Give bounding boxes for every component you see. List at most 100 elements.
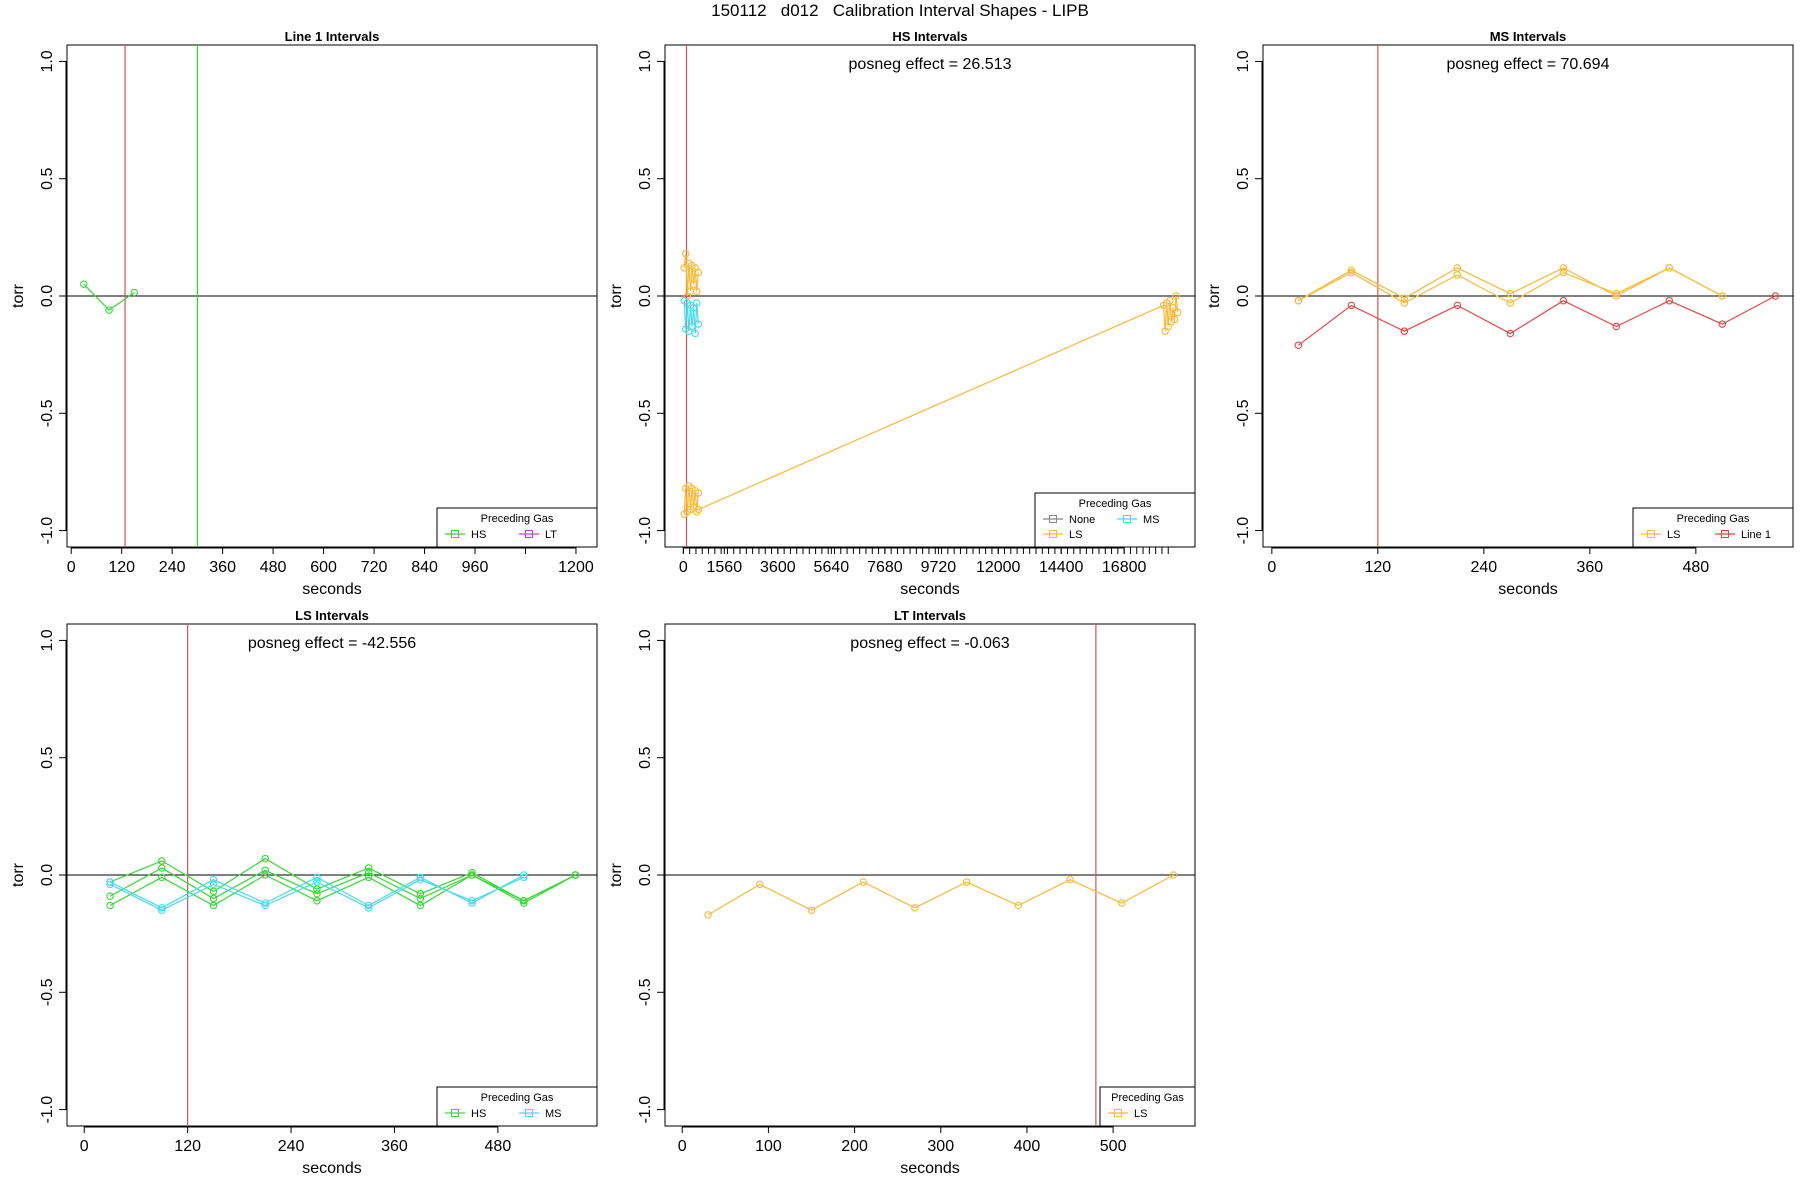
- posneg-annotation: posneg effect = -0.063: [850, 635, 1009, 652]
- y-tick-label: 0.5: [637, 746, 654, 768]
- x-tick-label: 240: [278, 1138, 305, 1155]
- panel-title: LT Intervals: [894, 608, 966, 623]
- data-point: [1771, 292, 1780, 300]
- y-tick-label: -0.5: [39, 978, 56, 1006]
- data-point: [1453, 271, 1462, 279]
- data-point: [416, 901, 425, 910]
- posneg-annotation: posneg effect = -42.556: [248, 635, 416, 652]
- x-tick-label: 14400: [1039, 559, 1084, 576]
- data-point: [694, 268, 703, 277]
- data-point: [1117, 899, 1126, 907]
- x-tick-label: 840: [411, 559, 438, 576]
- legend-label: LS: [1134, 1108, 1147, 1120]
- x-axis-label: seconds: [900, 581, 960, 598]
- data-point: [1166, 296, 1174, 305]
- data-point: [261, 899, 269, 907]
- x-tick-label: 7680: [867, 559, 903, 576]
- data-point: [571, 871, 580, 879]
- data-point: [209, 887, 218, 896]
- x-tick-label: 0: [67, 559, 76, 576]
- chart-panel: MS Intervals 0 120 240 360 480 seconds -1.0 -0.5…: [1206, 29, 1794, 598]
- y-tick-label: -0.5: [637, 978, 654, 1006]
- x-tick-label: 3600: [760, 559, 796, 576]
- panel-title: HS Intervals: [892, 29, 967, 44]
- y-axis-label: torr: [608, 283, 625, 308]
- legend-marker: [1123, 515, 1131, 523]
- data-point: [1170, 315, 1179, 324]
- posneg-annotation: posneg effect = 26.513: [849, 56, 1012, 73]
- x-tick-label: 360: [209, 559, 236, 576]
- series-line: [83, 283, 135, 311]
- series-line: [1298, 267, 1723, 302]
- y-tick-label: 0.5: [1235, 167, 1252, 189]
- data-point: [1559, 264, 1568, 272]
- legend-marker: [1114, 1109, 1122, 1117]
- data-point: [1347, 301, 1356, 310]
- legend-marker: [1721, 530, 1729, 538]
- x-axis-label: seconds: [302, 1160, 362, 1177]
- x-tick-label: 1200: [558, 559, 594, 576]
- x-tick-label: 120: [108, 559, 135, 576]
- y-tick-label: -0.5: [39, 399, 56, 427]
- data-point: [859, 878, 867, 886]
- chart-panel: Line 1 Intervals 0 120 240 360 480 600 720 840 96…: [10, 29, 598, 598]
- data-point: [1453, 264, 1462, 272]
- data-point: [313, 897, 321, 905]
- legend-title: Preceding Gas: [1111, 1092, 1184, 1104]
- data-point: [519, 873, 528, 882]
- series-line: [707, 874, 1174, 916]
- data-point: [313, 885, 321, 893]
- data-point: [130, 288, 139, 297]
- data-point: [1294, 296, 1303, 305]
- series-line: [1298, 267, 1723, 304]
- legend-box: [1632, 507, 1794, 548]
- data-point: [1169, 871, 1178, 879]
- y-tick-label: 0.0: [39, 285, 56, 307]
- data-point: [689, 280, 698, 289]
- data-point: [158, 864, 166, 872]
- data-point: [1294, 341, 1303, 350]
- y-axis-label: torr: [10, 862, 27, 887]
- legend-label: LS: [1069, 529, 1082, 541]
- y-axis-label: torr: [10, 283, 27, 308]
- legend-marker: [1647, 530, 1655, 538]
- y-tick-label: 0.5: [39, 167, 56, 189]
- data-point: [1347, 266, 1356, 274]
- data-point: [688, 322, 696, 331]
- x-tick-label: 9720: [921, 559, 957, 576]
- y-tick-label: 0.5: [39, 746, 56, 768]
- data-point: [1506, 299, 1515, 307]
- data-point: [1559, 268, 1568, 277]
- x-tick-label: 960: [462, 559, 489, 576]
- series-line: [109, 874, 524, 909]
- legend-label: MS: [1143, 514, 1160, 526]
- y-tick-label: -0.5: [1235, 399, 1252, 427]
- legend-label: HS: [471, 1108, 486, 1120]
- data-point: [105, 306, 113, 314]
- data-point: [1506, 289, 1515, 298]
- panel-title: MS Intervals: [1490, 29, 1567, 44]
- data-point: [261, 854, 269, 863]
- x-tick-label: 720: [361, 559, 388, 576]
- legend-marker: [1049, 530, 1057, 538]
- y-tick-label: -1.0: [637, 1096, 654, 1124]
- data-point: [692, 287, 701, 296]
- posneg-annotation: posneg effect = 70.694: [1447, 56, 1610, 73]
- chart-panel: LT Intervals 0 100 200 300 400 500 seconds -1.0 -…: [608, 608, 1196, 1177]
- data-point: [313, 890, 321, 898]
- data-point: [1506, 329, 1515, 338]
- data-point: [911, 904, 919, 912]
- y-tick-label: 0.0: [637, 285, 654, 307]
- data-point: [158, 873, 166, 882]
- x-axis-label: seconds: [900, 1160, 960, 1177]
- x-axis-label: seconds: [302, 581, 362, 598]
- x-tick-label: 360: [381, 1138, 408, 1155]
- y-tick-label: -1.0: [39, 1096, 56, 1124]
- y-tick-label: 1.0: [637, 50, 654, 72]
- data-point: [158, 857, 166, 865]
- data-point: [1612, 289, 1621, 298]
- data-point: [691, 329, 699, 338]
- data-point: [106, 878, 114, 886]
- data-point: [313, 878, 321, 886]
- data-point: [261, 871, 269, 879]
